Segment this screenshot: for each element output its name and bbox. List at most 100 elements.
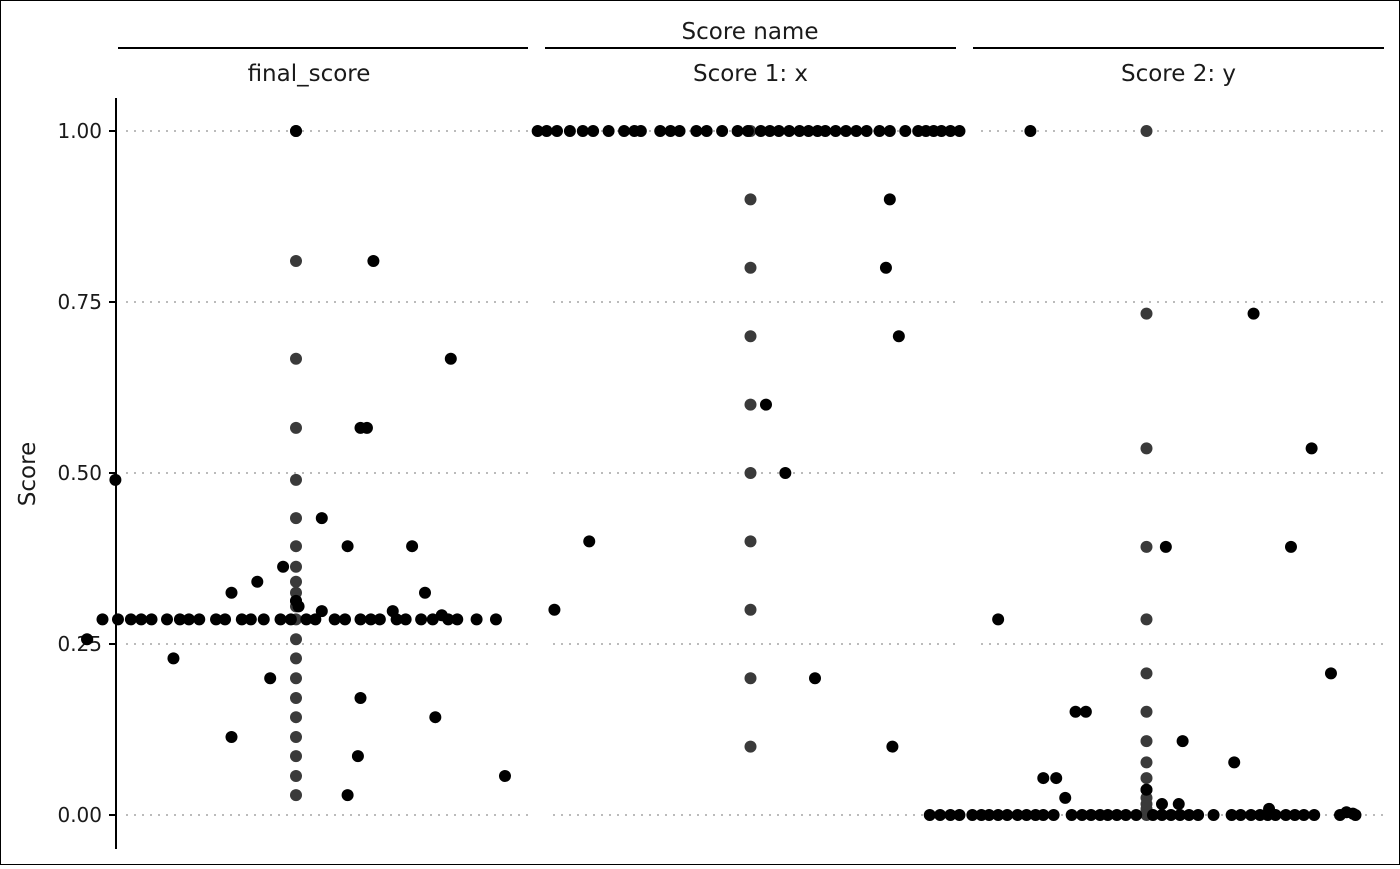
- center-point: [744, 193, 757, 206]
- data-point: [390, 613, 403, 626]
- data-point: [923, 809, 936, 821]
- data-point: [328, 613, 341, 626]
- data-point: [802, 125, 815, 137]
- data-point: [444, 352, 457, 365]
- data-point: [839, 125, 852, 137]
- data-point: [883, 193, 896, 206]
- data-point: [1192, 809, 1205, 821]
- facet-label-1: final_score: [248, 61, 371, 87]
- data-point: [426, 613, 439, 626]
- center-point: [290, 540, 302, 553]
- data-point: [1334, 809, 1346, 821]
- data-point: [1101, 809, 1114, 821]
- data-point: [1279, 809, 1292, 821]
- data-point: [793, 125, 806, 137]
- data-point: [576, 125, 589, 137]
- center-point: [290, 254, 302, 267]
- data-point: [1165, 809, 1178, 821]
- data-point: [290, 125, 302, 137]
- data-point: [754, 125, 767, 137]
- data-point: [167, 652, 180, 665]
- data-point: [1174, 809, 1187, 821]
- center-point: [744, 330, 757, 343]
- data-point: [419, 586, 431, 599]
- data-point: [690, 125, 703, 137]
- data-point: [360, 421, 373, 434]
- data-point: [1076, 809, 1088, 821]
- data-point: [809, 672, 821, 685]
- center-point: [744, 740, 757, 753]
- data-point: [1244, 809, 1257, 821]
- data-point: [451, 613, 464, 626]
- center-point: [290, 652, 302, 665]
- data-point: [470, 613, 483, 626]
- data-point: [339, 613, 352, 626]
- data-point: [251, 575, 264, 588]
- center-point: [1140, 756, 1153, 769]
- data-point: [1047, 809, 1060, 821]
- data-point: [1069, 705, 1082, 718]
- data-point: [1247, 307, 1260, 320]
- data-point: [634, 125, 647, 137]
- data-point: [315, 512, 328, 525]
- data-point: [944, 125, 957, 137]
- data-point: [309, 613, 322, 626]
- data-point: [860, 125, 873, 137]
- data-point: [341, 540, 354, 553]
- data-point: [899, 125, 912, 137]
- data-point: [1001, 809, 1014, 821]
- data-point: [1288, 809, 1301, 821]
- data-point: [953, 125, 966, 137]
- data-point: [210, 613, 223, 626]
- data-point: [992, 613, 1005, 626]
- y-tick-label: 0.00: [57, 803, 102, 827]
- data-point: [135, 613, 148, 626]
- data-point: [244, 613, 257, 626]
- facet-1-points: [81, 125, 511, 802]
- center-point: [290, 750, 302, 763]
- data-point: [1297, 809, 1310, 821]
- data-point: [772, 125, 785, 137]
- data-point: [315, 605, 328, 618]
- data-point: [1172, 798, 1185, 811]
- facet-label-2: Score 1: x: [693, 61, 808, 87]
- data-point: [161, 613, 173, 626]
- data-point: [935, 125, 948, 137]
- data-point: [367, 254, 380, 267]
- data-point: [292, 600, 305, 613]
- data-point: [354, 692, 367, 705]
- data-point: [654, 125, 667, 137]
- center-point: [290, 692, 302, 705]
- center-point: [290, 586, 302, 599]
- data-point: [415, 613, 428, 626]
- data-point: [1020, 809, 1033, 821]
- data-point: [944, 809, 957, 821]
- center-point: [1140, 613, 1153, 626]
- data-point: [1234, 809, 1247, 821]
- data-point: [618, 125, 631, 137]
- data-point: [700, 125, 713, 137]
- data-point: [1079, 705, 1092, 718]
- data-point: [548, 603, 561, 616]
- center-point: [1140, 307, 1153, 320]
- data-point: [225, 586, 238, 599]
- data-point: [96, 613, 109, 626]
- data-point: [277, 560, 290, 573]
- data-point: [193, 613, 206, 626]
- center-point: [290, 421, 302, 434]
- data-point: [300, 613, 313, 626]
- data-point: [1155, 809, 1168, 821]
- data-point: [442, 613, 455, 626]
- facet-label-3: Score 2: y: [1121, 61, 1236, 87]
- data-point: [741, 125, 754, 137]
- points-layer: [81, 125, 1362, 821]
- data-point: [1349, 809, 1362, 821]
- data-point: [1011, 809, 1024, 821]
- data-point: [341, 789, 354, 802]
- data-point: [873, 125, 886, 137]
- data-point: [819, 125, 832, 137]
- y-tick-label: 1.00: [57, 119, 102, 143]
- data-point: [587, 125, 600, 137]
- data-point: [759, 398, 772, 411]
